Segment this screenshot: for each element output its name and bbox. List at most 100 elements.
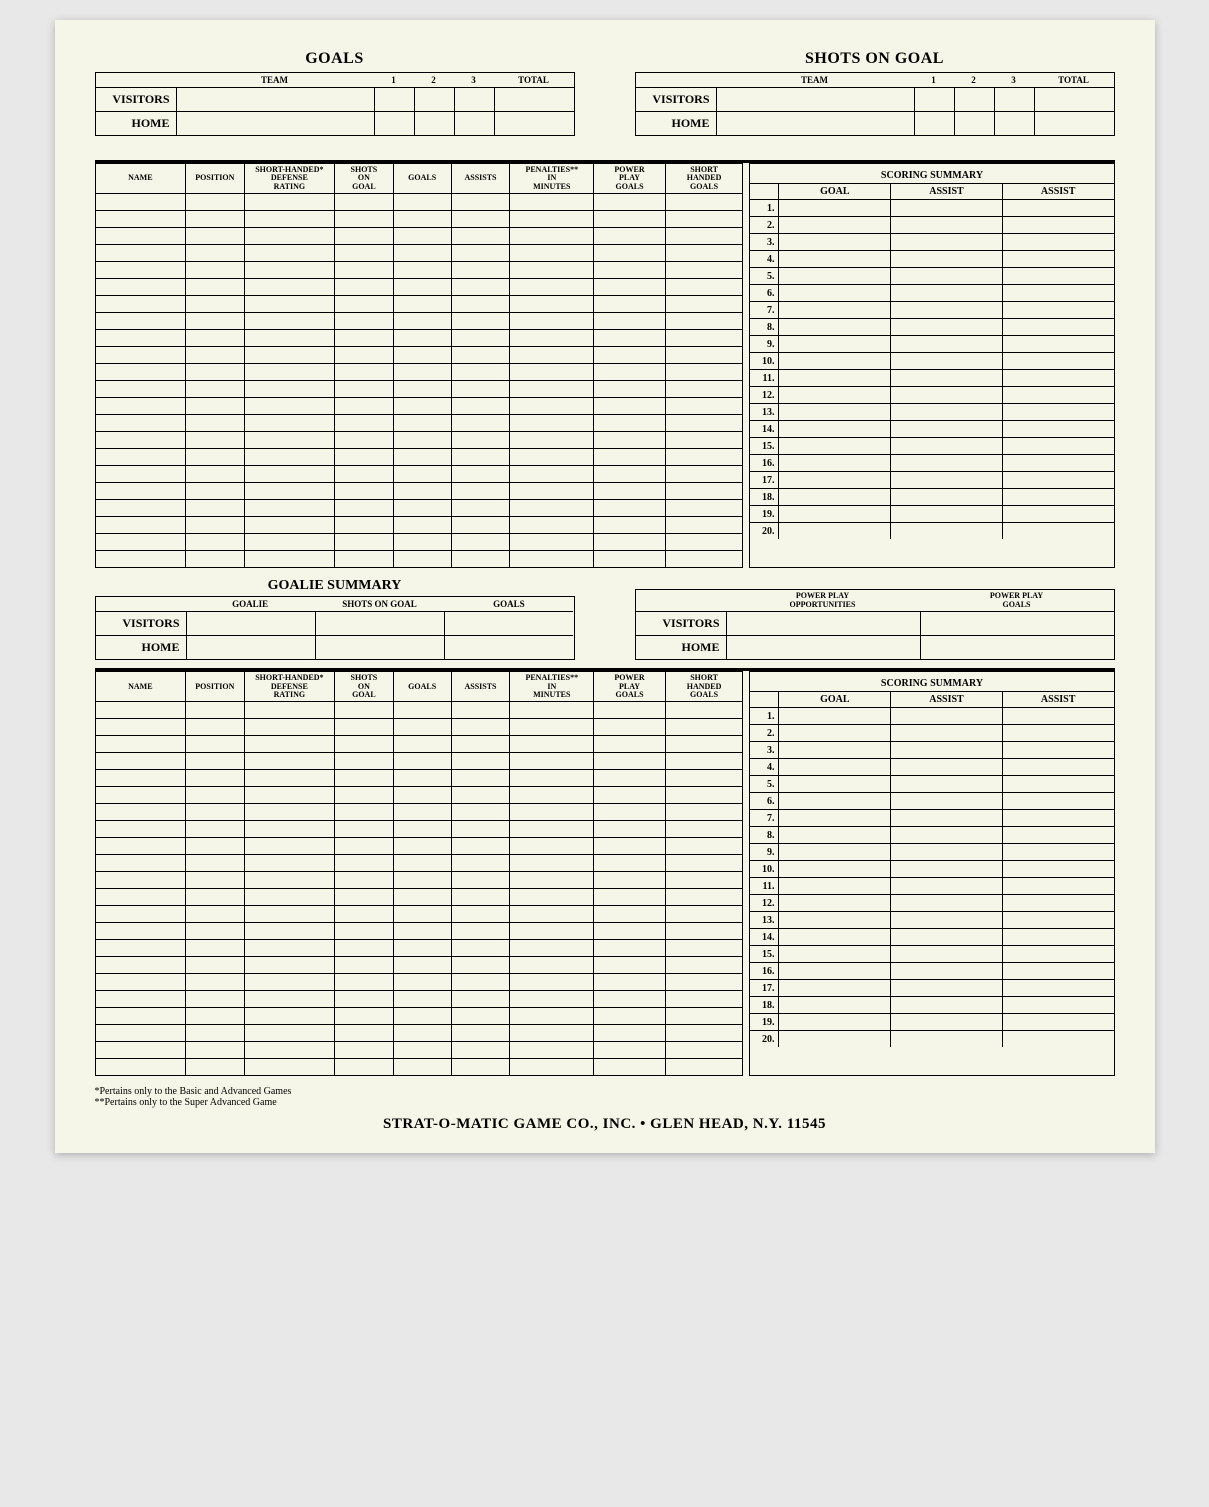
summary-row-num: 10.: [750, 861, 778, 877]
stats-row: [95, 889, 743, 906]
stats-row: [95, 770, 743, 787]
summary-row-num: 11.: [750, 370, 778, 386]
shots-block: SHOTS ON GOAL TEAM 1 2 3 TOTAL VISITORS …: [635, 50, 1115, 136]
summary-row-num: 9.: [750, 844, 778, 860]
hdr-p1: 1: [374, 73, 414, 87]
summary-row: 7.: [750, 809, 1113, 826]
summary-row: 11.: [750, 369, 1113, 386]
summary-row: 10.: [750, 860, 1113, 877]
summary-row-num: 18.: [750, 489, 778, 505]
stats-row: [95, 702, 743, 719]
hdr-team: TEAM: [176, 73, 374, 87]
summary-title: SCORING SUMMARY: [750, 163, 1113, 183]
stats-row: [95, 991, 743, 1008]
summary-row-num: 6.: [750, 285, 778, 301]
summary-row: 19.: [750, 505, 1113, 522]
summary-row: 14.: [750, 928, 1113, 945]
stats-row: [95, 719, 743, 736]
stats-col-header: SHORTHANDEDGOALS: [665, 672, 743, 702]
stats-row: [95, 398, 743, 415]
summary-row: 2.: [750, 216, 1113, 233]
goalie-grid: GOALIE SHOTS ON GOAL GOALS VISITORS HOME: [95, 596, 575, 660]
stats-row: [95, 923, 743, 940]
summary-row-num: 2.: [750, 217, 778, 233]
goals-home-label: HOME: [96, 111, 176, 135]
stats-row: [95, 228, 743, 245]
summary-row: 4.: [750, 758, 1113, 775]
summary-row-num: 5.: [750, 776, 778, 792]
summary-row: 20.: [750, 1030, 1113, 1047]
summary-row: 2.: [750, 724, 1113, 741]
summary-row: 19.: [750, 1013, 1113, 1030]
team2-scoring-summary: SCORING SUMMARY GOAL ASSIST ASSIST 1.2.3…: [749, 671, 1114, 1076]
stats-row: [95, 330, 743, 347]
stats-row: [95, 517, 743, 534]
goals-title: GOALS: [95, 50, 575, 68]
summary-row: 15.: [750, 437, 1113, 454]
stats-row: [95, 296, 743, 313]
summary-row-num: 3.: [750, 234, 778, 250]
summary-row-num: 7.: [750, 302, 778, 318]
stats-row: [95, 855, 743, 872]
stats-col-header: PENALTIES**INMINUTES: [510, 672, 594, 702]
stats-col-header: POSITION: [186, 164, 244, 194]
summary-row: 1.: [750, 199, 1113, 216]
summary-row-num: 13.: [750, 404, 778, 420]
stats-row: [95, 821, 743, 838]
summary-row-num: 1.: [750, 708, 778, 724]
stats-col-header: SHORT-HANDED*DEFENSERATING: [244, 164, 335, 194]
stats-col-header: NAME: [95, 164, 186, 194]
summary-row: 6.: [750, 792, 1113, 809]
footer-text: STRAT-O-MATIC GAME CO., INC. • GLEN HEAD…: [95, 1116, 1115, 1133]
summary-row-num: 19.: [750, 506, 778, 522]
summary-row-num: 10.: [750, 353, 778, 369]
powerplay-grid: POWER PLAYOPPORTUNITIES POWER PLAYGOALS …: [635, 589, 1115, 660]
stats-row: [95, 1059, 743, 1076]
summary-row: 10.: [750, 352, 1113, 369]
summary-row: 17.: [750, 471, 1113, 488]
stats-row: [95, 974, 743, 991]
stats-row: [95, 466, 743, 483]
stats-row: [95, 364, 743, 381]
team1-stats-wrap: NAMEPOSITIONSHORT-HANDED*DEFENSERATINGSH…: [95, 163, 1115, 568]
footnote-1: *Pertains only to the Basic and Advanced…: [95, 1086, 1115, 1097]
summary-row: 6.: [750, 284, 1113, 301]
summary-row: 17.: [750, 979, 1113, 996]
summary-row-num: 14.: [750, 929, 778, 945]
summary-row: 5.: [750, 775, 1113, 792]
powerplay-block: POWER PLAYOPPORTUNITIES POWER PLAYGOALS …: [635, 589, 1115, 660]
stats-col-header: PENALTIES**INMINUTES: [510, 164, 594, 194]
goalie-title: GOALIE SUMMARY: [95, 578, 575, 594]
summary-row-num: 7.: [750, 810, 778, 826]
stats-col-header: GOALS: [393, 672, 451, 702]
summary-row: 11.: [750, 877, 1113, 894]
summary-row-num: 13.: [750, 912, 778, 928]
stats-row: [95, 432, 743, 449]
stats-row: [95, 500, 743, 517]
stats-header-row: NAMEPOSITIONSHORT-HANDED*DEFENSERATINGSH…: [95, 164, 743, 194]
stats-row: [95, 551, 743, 568]
hdr-p3: 3: [454, 73, 494, 87]
stats-row: [95, 838, 743, 855]
summary-row-num: 5.: [750, 268, 778, 284]
pp-opp-hdr: POWER PLAYOPPORTUNITIES: [726, 590, 920, 611]
stats-row: [95, 262, 743, 279]
stats-col-header: ASSISTS: [451, 672, 509, 702]
summary-row: 5.: [750, 267, 1113, 284]
summary-row-num: 3.: [750, 742, 778, 758]
summary-row-num: 19.: [750, 1014, 778, 1030]
summary-row: 3.: [750, 233, 1113, 250]
team2-stats-wrap: NAMEPOSITIONSHORT-HANDED*DEFENSERATINGSH…: [95, 671, 1115, 1076]
stats-row: [95, 534, 743, 551]
summary-row: 18.: [750, 996, 1113, 1013]
summary-row-num: 14.: [750, 421, 778, 437]
summary-row: 7.: [750, 301, 1113, 318]
summary-row-num: 20.: [750, 1031, 778, 1047]
summary-row: 13.: [750, 911, 1113, 928]
stats-row: [95, 736, 743, 753]
team1-stats-table: NAMEPOSITIONSHORT-HANDED*DEFENSERATINGSH…: [95, 163, 744, 568]
summary-row-num: 16.: [750, 455, 778, 471]
team2-stats-table: NAMEPOSITIONSHORT-HANDED*DEFENSERATINGSH…: [95, 671, 744, 1076]
stats-row: [95, 753, 743, 770]
stats-col-header: NAME: [95, 672, 186, 702]
